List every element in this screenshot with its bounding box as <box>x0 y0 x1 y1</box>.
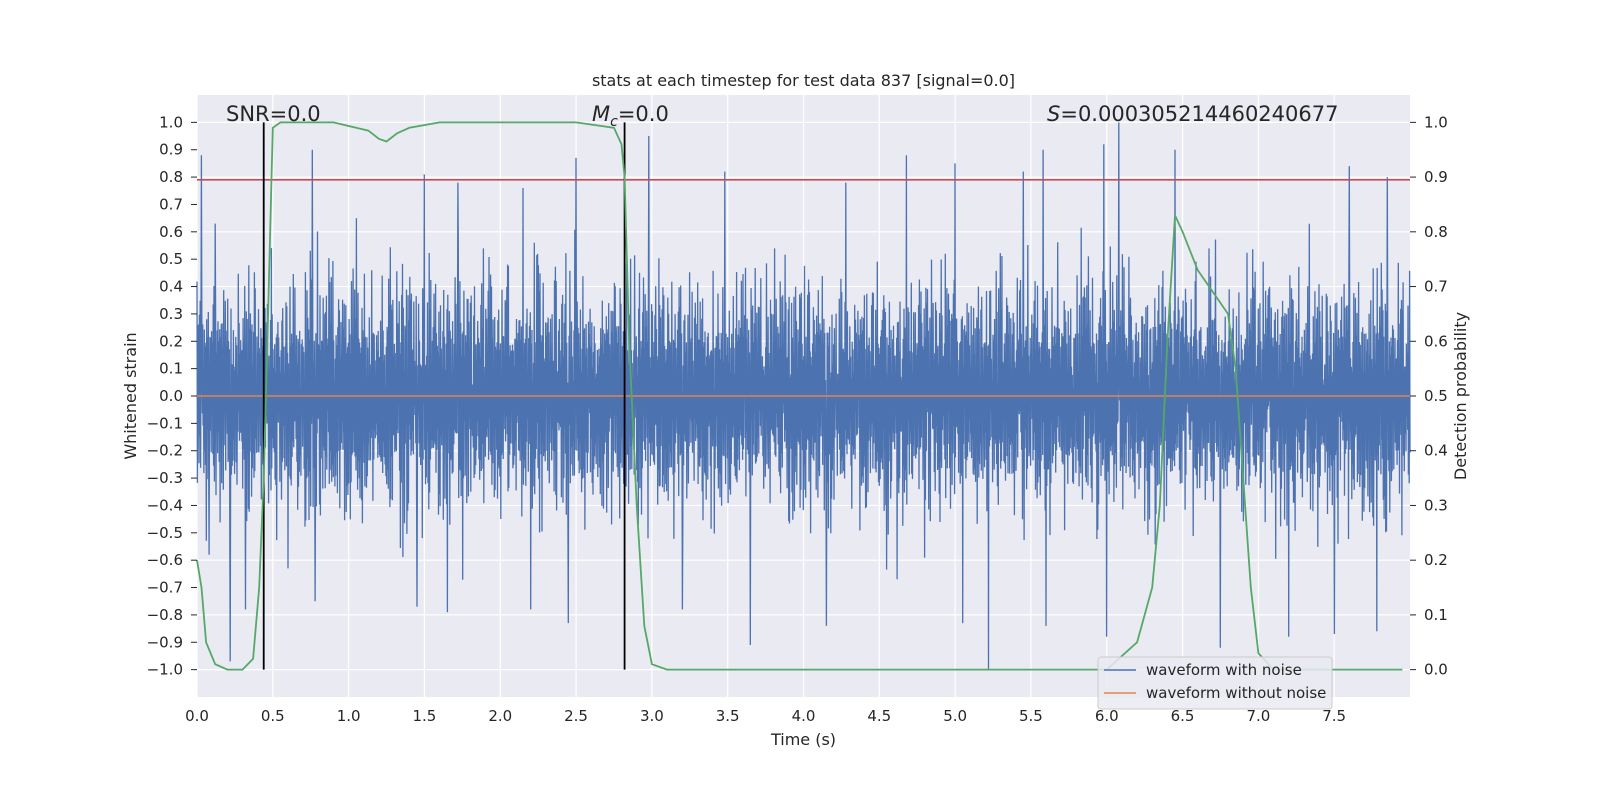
x-tick-label: 3.5 <box>716 707 740 725</box>
x-tick-label: 7.0 <box>1246 707 1270 725</box>
y-tick-label: −0.9 <box>147 633 183 651</box>
y-tick-label: −0.7 <box>147 579 183 597</box>
y-tick-label: 0.7 <box>159 195 183 213</box>
tick-labels: 0.0 0.5 1.0 1.5 2.0 2.5 3.0 3.5 4.0 4.5 5.0 5.5 6.0 6… <box>147 113 1448 725</box>
x-tick-label: 6.0 <box>1095 707 1119 725</box>
x-tick-label: 1.0 <box>337 707 361 725</box>
x-tick-label: 0.0 <box>185 707 209 725</box>
x-tick-label: 0.5 <box>261 707 285 725</box>
y-right-tick-label: 0.3 <box>1424 496 1448 514</box>
chirp-mass-value: =0.0 <box>618 102 669 126</box>
series-waveform-with-noise <box>196 122 1411 670</box>
legend-box <box>1097 656 1333 710</box>
y-tick-label: −0.2 <box>147 442 183 460</box>
series-detection-probability <box>196 121 1403 671</box>
x-tick-label: 2.0 <box>488 707 512 725</box>
y-right-tick-label: 0.1 <box>1424 606 1448 624</box>
y-tick-label: −1.0 <box>147 661 183 679</box>
y-right-tick-label: 0.4 <box>1424 442 1448 460</box>
x-tick-label: 5.5 <box>1019 707 1043 725</box>
score-annotation: S=0.000305214460240677 <box>1047 102 1338 126</box>
y-axis-right-label: Detection probability <box>1451 312 1470 480</box>
y-tick-label: −0.8 <box>147 606 183 624</box>
y-right-tick-label: 0.7 <box>1424 278 1448 296</box>
snr-annotation: SNR=0.0 <box>226 102 321 126</box>
y-right-tick-label: 1.0 <box>1424 113 1448 131</box>
chirp-mass-symbol: M <box>592 102 610 126</box>
x-tick-label: 3.0 <box>640 707 664 725</box>
y-axis-label: Whitened strain <box>121 332 140 459</box>
y-tick-label: −0.3 <box>147 469 183 487</box>
y-right-tick-label: 0.2 <box>1424 551 1448 569</box>
legend-label-clean: waveform without noise <box>1146 684 1326 702</box>
y-tick-label: −0.1 <box>147 414 183 432</box>
y-right-tick-label: 0.0 <box>1424 661 1448 679</box>
score-symbol: S <box>1047 102 1060 126</box>
y-tick-label: 0.9 <box>159 141 183 159</box>
legend: waveform with noise waveform without noi… <box>1097 656 1333 710</box>
chirp-mass-annotation: Mc=0.0 <box>592 102 669 130</box>
y-tick-label: 0.8 <box>159 168 183 186</box>
y-right-tick-label: 0.5 <box>1424 387 1448 405</box>
chart-title: stats at each timestep for test data 837… <box>592 71 1015 90</box>
y-right-tick-label: 0.9 <box>1424 168 1448 186</box>
y-tick-label: 1.0 <box>159 113 183 131</box>
x-tick-label: 2.5 <box>564 707 588 725</box>
x-tick-label: 1.5 <box>413 707 437 725</box>
y-tick-label: 0.4 <box>159 278 183 296</box>
y-right-tick-label: 0.8 <box>1424 223 1448 241</box>
x-tick-label: 7.5 <box>1322 707 1346 725</box>
y-tick-label: 0.6 <box>159 223 183 241</box>
y-tick-label: −0.5 <box>147 524 183 542</box>
chirp-mass-subscript: c <box>610 114 618 130</box>
y-tick-label: −0.4 <box>147 496 183 514</box>
y-tick-label: 0.1 <box>159 360 183 378</box>
x-tick-label: 4.0 <box>792 707 816 725</box>
score-value: =0.000305214460240677 <box>1060 102 1338 126</box>
y-tick-label: 0.3 <box>159 305 183 323</box>
y-tick-label: 0.0 <box>159 387 183 405</box>
y-tick-label: 0.2 <box>159 332 183 350</box>
y-tick-label: −0.6 <box>147 551 183 569</box>
y-tick-label: 0.5 <box>159 250 183 268</box>
y-right-tick-label: 0.6 <box>1424 332 1448 350</box>
x-tick-label: 4.5 <box>867 707 891 725</box>
plot-area <box>196 121 1411 671</box>
legend-label-noise: waveform with noise <box>1146 661 1302 679</box>
x-axis-label: Time (s) <box>770 730 836 749</box>
x-tick-label: 6.5 <box>1171 707 1195 725</box>
x-tick-label: 5.0 <box>943 707 967 725</box>
